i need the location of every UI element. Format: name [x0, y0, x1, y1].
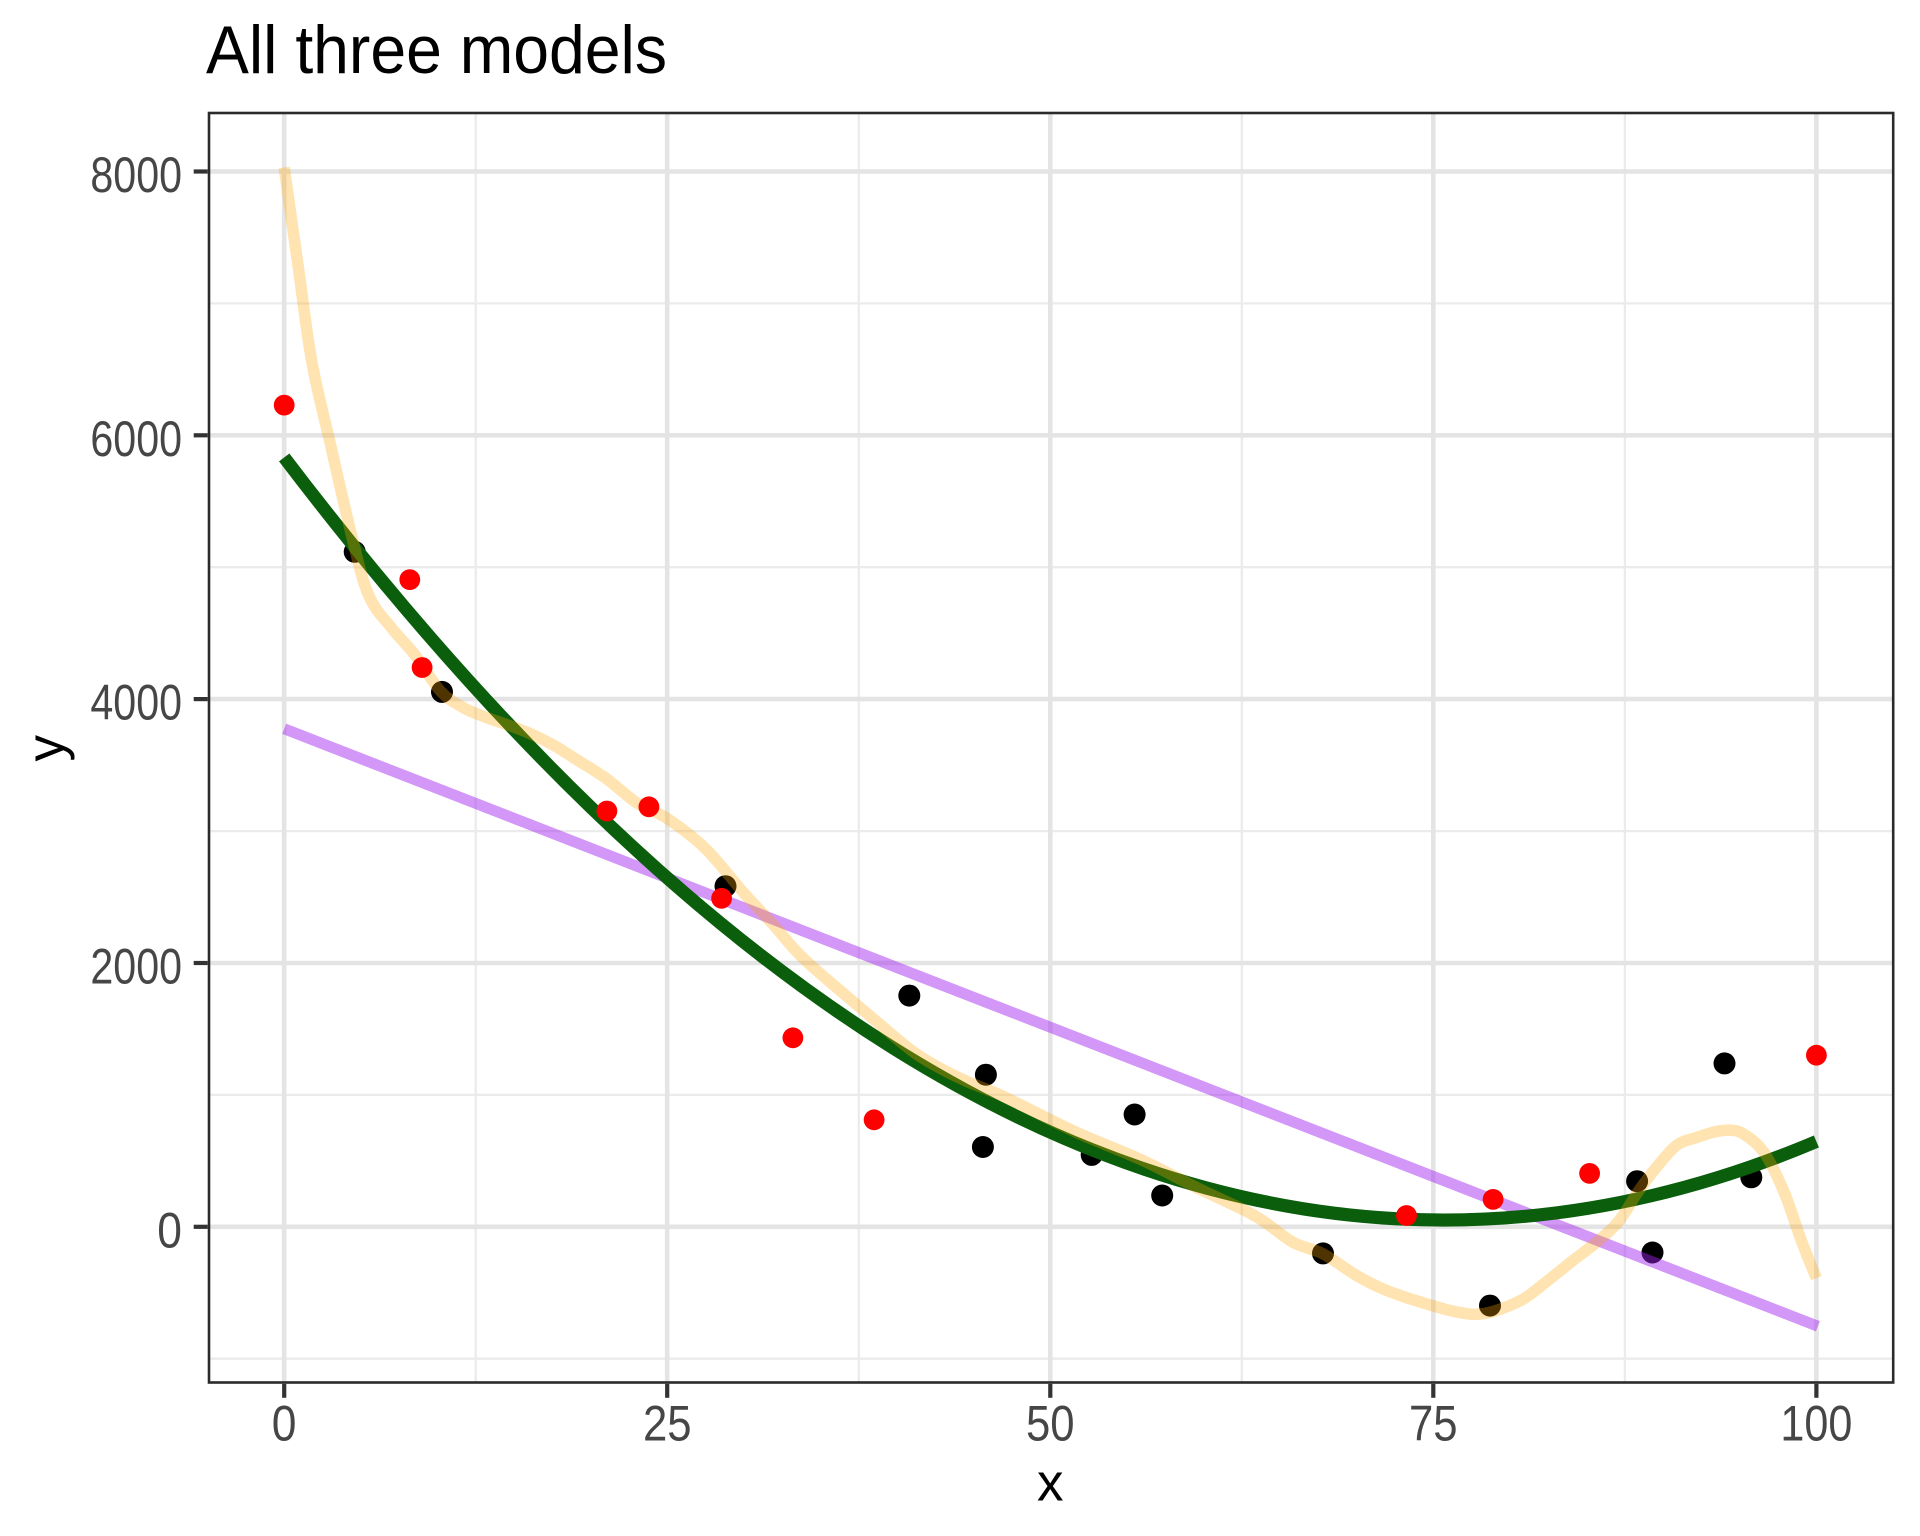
svg-text:x: x	[1037, 1453, 1064, 1512]
svg-text:8000: 8000	[90, 147, 182, 203]
svg-text:6000: 6000	[90, 411, 182, 467]
svg-text:75: 75	[1409, 1396, 1458, 1452]
svg-text:0: 0	[157, 1202, 182, 1258]
svg-text:100: 100	[1780, 1396, 1852, 1452]
svg-text:y: y	[17, 734, 76, 761]
svg-text:4000: 4000	[90, 675, 182, 731]
svg-text:2000: 2000	[90, 939, 182, 995]
svg-text:50: 50	[1026, 1396, 1075, 1452]
svg-text:0: 0	[272, 1396, 297, 1452]
svg-text:All three models: All three models	[206, 13, 667, 88]
svg-text:25: 25	[643, 1396, 692, 1452]
